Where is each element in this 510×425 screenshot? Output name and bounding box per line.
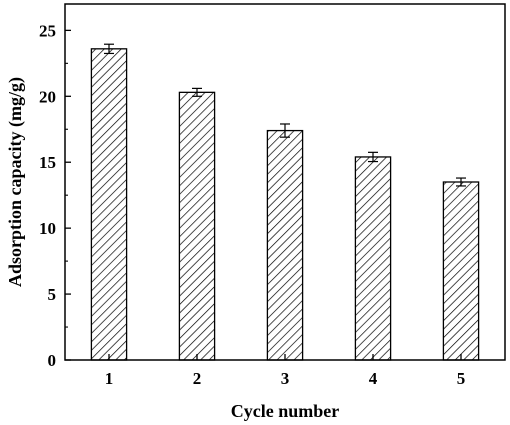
x-tick-label-4: 4 xyxy=(369,369,378,388)
x-tick-label-3: 3 xyxy=(281,369,290,388)
y-tick-label-20: 20 xyxy=(39,87,56,106)
y-axis: 0 5 10 15 20 25 xyxy=(39,21,71,370)
error-bar-4 xyxy=(368,151,378,163)
y-tick-label-25: 25 xyxy=(39,21,56,40)
x-axis-label: Cycle number xyxy=(231,401,339,421)
x-axis: 1 2 3 4 5 xyxy=(105,354,466,388)
bars-group xyxy=(90,48,480,361)
error-bar-3 xyxy=(280,123,290,138)
y-tick-label-5: 5 xyxy=(48,285,57,304)
error-bars-group xyxy=(104,43,466,187)
error-bar-1 xyxy=(104,43,114,55)
y-tick-label-15: 15 xyxy=(39,153,56,172)
x-tick-label-1: 1 xyxy=(105,369,114,388)
bar-3 xyxy=(266,129,304,361)
bar-4 xyxy=(354,156,392,361)
bar-2 xyxy=(178,91,216,361)
x-tick-label-2: 2 xyxy=(193,369,202,388)
y-tick-label-10: 10 xyxy=(39,219,56,238)
bar-1 xyxy=(90,48,128,361)
x-tick-label-5: 5 xyxy=(457,369,466,388)
error-bar-5 xyxy=(456,177,466,187)
bar-5 xyxy=(442,181,480,361)
y-tick-label-0: 0 xyxy=(48,351,57,370)
error-bar-2 xyxy=(192,87,202,97)
y-axis-label: Adsorption capacity (mg/g) xyxy=(5,77,26,287)
